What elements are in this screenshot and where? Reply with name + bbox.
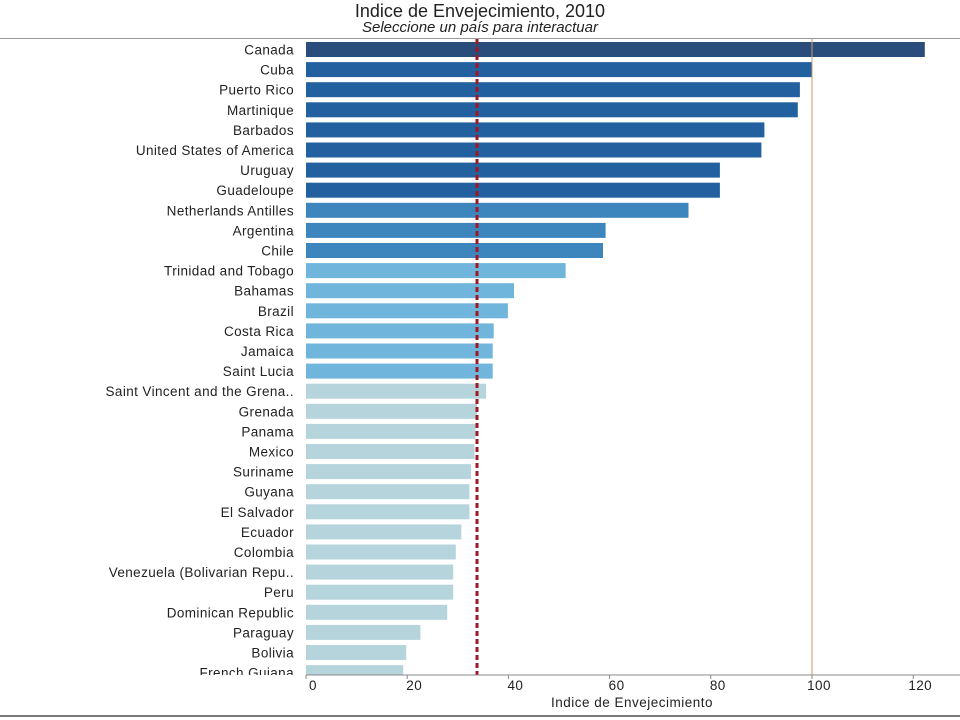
category-label-trinidad-and-tobago[interactable]: Trinidad and Tobago <box>164 264 294 279</box>
bar-bolivia[interactable] <box>306 645 407 660</box>
category-label-venezuela-bolivarian-repu[interactable]: Venezuela (Bolivarian Repu.. <box>109 565 294 580</box>
bar-brazil[interactable] <box>306 303 508 319</box>
bar-argentina[interactable] <box>306 222 606 238</box>
bar-canada[interactable] <box>306 42 925 57</box>
bar-chile[interactable] <box>306 243 603 258</box>
bar-paraguay[interactable] <box>306 624 421 640</box>
category-label-guadeloupe[interactable]: Guadeloupe <box>216 183 294 198</box>
bar-suriname[interactable] <box>306 464 471 480</box>
bar-trinidad-and-tobago[interactable] <box>306 263 566 279</box>
category-label-cuba[interactable]: Cuba <box>260 63 294 78</box>
frame-top-border <box>0 38 960 39</box>
x-tick-label-80: 80 <box>710 678 726 693</box>
category-label-paraguay[interactable]: Paraguay <box>233 625 294 640</box>
category-label-french-guiana[interactable]: French Guiana <box>200 666 295 681</box>
category-label-canada[interactable]: Canada <box>244 43 294 58</box>
x-tick-label-120: 120 <box>908 678 932 693</box>
bar-venezuela-bolivarian-repu[interactable] <box>306 564 454 580</box>
category-label-bahamas[interactable]: Bahamas <box>234 284 294 299</box>
bar-netherlands-antilles[interactable] <box>306 202 689 218</box>
bar-guadeloupe[interactable] <box>306 182 720 198</box>
bar-peru[interactable] <box>306 584 454 600</box>
x-tick-label-40: 40 <box>507 678 523 693</box>
category-label-puerto-rico[interactable]: Puerto Rico <box>219 83 294 98</box>
category-label-netherlands-antilles[interactable]: Netherlands Antilles <box>167 203 294 218</box>
category-label-suriname[interactable]: Suriname <box>233 465 294 480</box>
bar-united-states-of-america[interactable] <box>306 142 762 158</box>
category-label-martinique[interactable]: Martinique <box>227 103 294 118</box>
bar-mexico[interactable] <box>306 444 475 459</box>
category-label-argentina[interactable]: Argentina <box>233 223 294 238</box>
bar-bahamas[interactable] <box>306 283 514 299</box>
category-label-barbados[interactable]: Barbados <box>233 123 294 138</box>
category-label-brazil[interactable]: Brazil <box>258 304 294 319</box>
bar-dominican-republic[interactable] <box>306 604 448 620</box>
category-label-colombia[interactable]: Colombia <box>234 545 294 560</box>
bar-el-salvador[interactable] <box>306 504 470 520</box>
category-label-mexico[interactable]: Mexico <box>249 445 294 460</box>
bar-guyana[interactable] <box>306 484 470 500</box>
chart-title: Indice de Envejecimiento, 2010 <box>354 1 606 21</box>
x-axis: 0 20 40 60 80 100 120 <box>305 674 960 693</box>
bar-cuba[interactable] <box>306 62 812 78</box>
chart-subtitle: Seleccione un país para interactuar <box>362 19 598 36</box>
bar-jamaica[interactable] <box>306 343 493 359</box>
category-label-ecuador[interactable]: Ecuador <box>241 525 294 540</box>
bar-grenada[interactable] <box>306 403 477 419</box>
bar-martinique[interactable] <box>306 102 798 118</box>
bar-saint-vincent-and-the-grena[interactable] <box>306 383 487 399</box>
category-label-uruguay[interactable]: Uruguay <box>240 163 294 178</box>
category-label-grenada[interactable]: Grenada <box>239 404 294 419</box>
category-label-jamaica[interactable]: Jamaica <box>241 344 294 359</box>
category-label-chile[interactable]: Chile <box>261 244 294 259</box>
category-label-peru[interactable]: Peru <box>264 585 294 600</box>
bar-colombia[interactable] <box>306 544 456 560</box>
bar-costa-rica[interactable] <box>306 323 494 339</box>
category-label-el-salvador[interactable]: El Salvador <box>221 505 295 520</box>
category-label-costa-rica[interactable]: Costa Rica <box>224 324 294 339</box>
x-tick-label-0: 0 <box>309 678 317 693</box>
category-label-saint-vincent-and-the-grena[interactable]: Saint Vincent and the Grena.. <box>106 384 294 399</box>
category-label-saint-lucia[interactable]: Saint Lucia <box>223 364 294 379</box>
category-label-united-states-of-america[interactable]: United States of America <box>136 143 294 158</box>
bars-layer <box>306 42 925 680</box>
bar-french-guiana[interactable] <box>306 665 404 680</box>
bar-ecuador[interactable] <box>306 524 462 540</box>
bar-uruguay[interactable] <box>306 162 720 178</box>
reference-lines <box>475 39 813 675</box>
x-tick-label-20: 20 <box>406 678 422 693</box>
x-axis-title: Indice de Envejecimiento <box>551 695 713 710</box>
bar-puerto-rico[interactable] <box>306 82 800 98</box>
frame-bottom-border <box>0 715 960 717</box>
category-label-panama[interactable]: Panama <box>241 424 294 439</box>
category-label-guyana[interactable]: Guyana <box>244 485 294 500</box>
bar-barbados[interactable] <box>306 122 765 138</box>
x-tick-label-60: 60 <box>609 678 625 693</box>
category-label-dominican-republic[interactable]: Dominican Republic <box>167 605 294 620</box>
category-label-bolivia[interactable]: Bolivia <box>251 646 294 661</box>
category-labels: Canada Cuba Puerto Rico Martinique Barbados U… <box>106 43 295 681</box>
bar-saint-lucia[interactable] <box>306 363 493 379</box>
x-tick-label-100: 100 <box>807 678 831 693</box>
bar-panama[interactable] <box>306 423 476 439</box>
